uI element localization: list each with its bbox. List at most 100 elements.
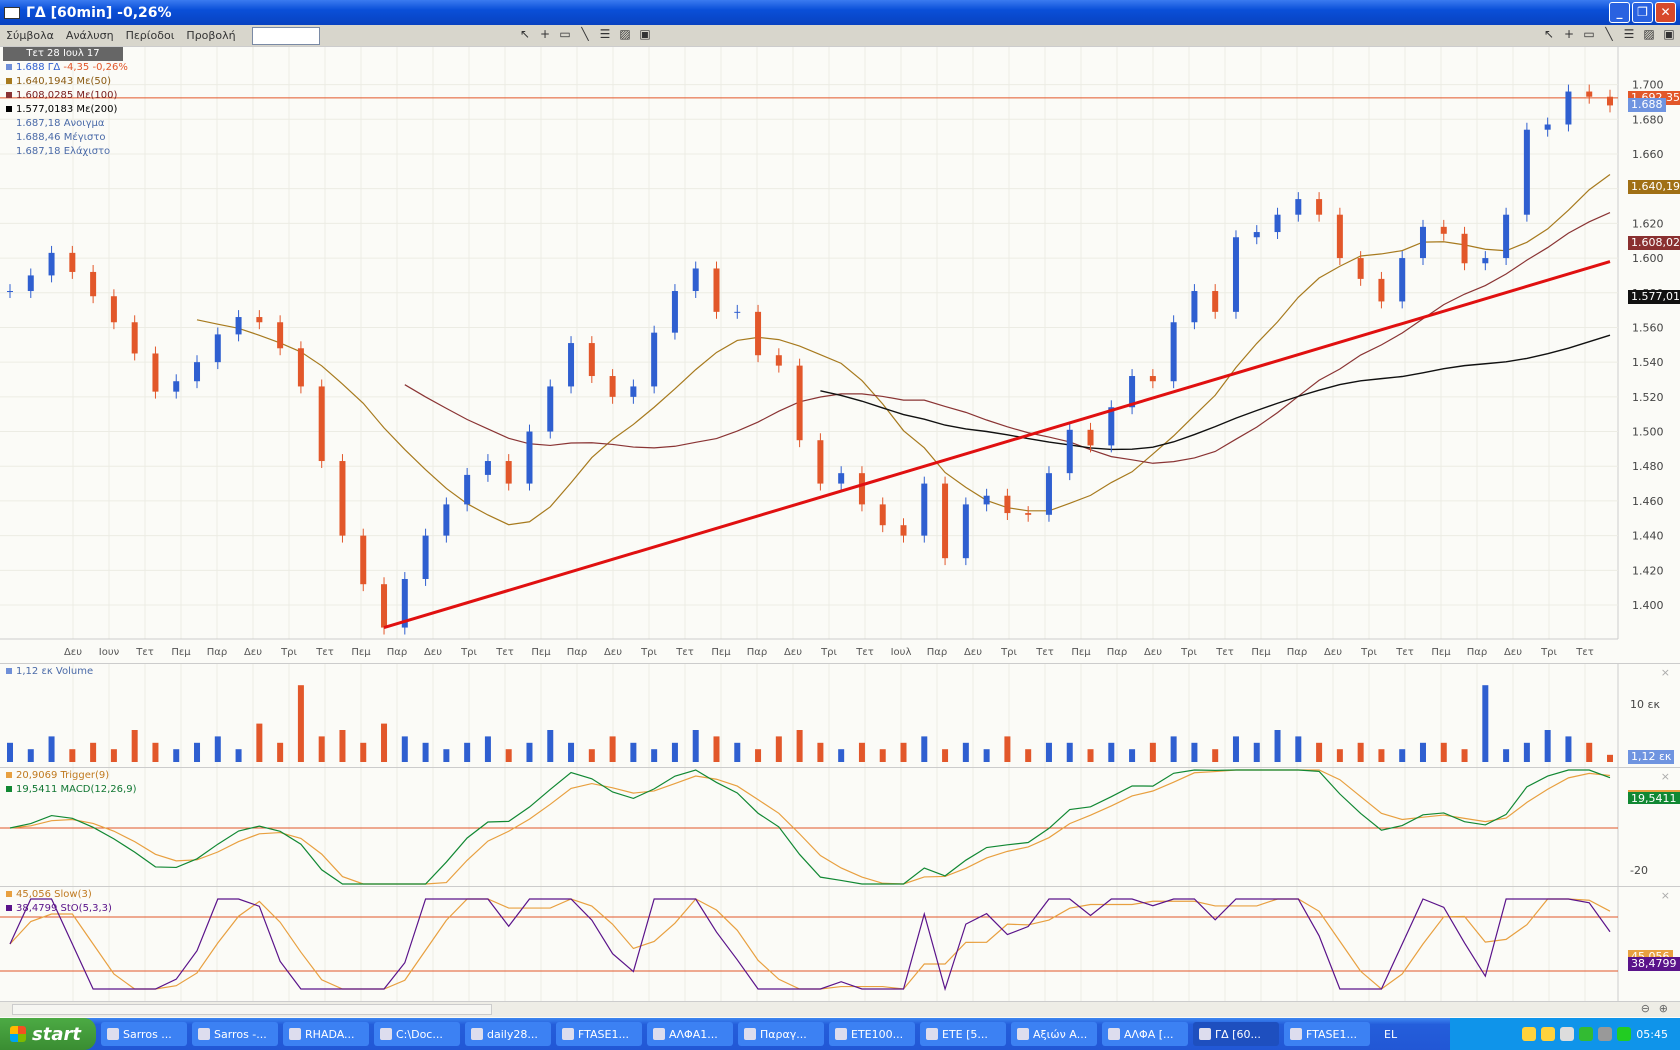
volume-bar <box>1191 742 1198 762</box>
volume-bar <box>48 736 55 762</box>
taskbar-item[interactable]: RHADA... <box>283 1022 369 1046</box>
pointer-icon[interactable]: ↖ <box>1543 27 1555 41</box>
x-tick-label: Τετ <box>495 647 514 658</box>
price-tick-label: 1.680 <box>1632 113 1664 126</box>
x-tick-label: Τρι <box>1000 647 1017 658</box>
taskbar-item[interactable]: ΑΛΦΑ1... <box>647 1022 733 1046</box>
taskbar-item[interactable]: FTASE1... <box>556 1022 642 1046</box>
save-icon[interactable]: ▣ <box>639 27 651 41</box>
taskbar-item[interactable]: ETE100... <box>829 1022 915 1046</box>
close-panel-icon[interactable]: × <box>1660 889 1670 902</box>
candle <box>1025 513 1032 515</box>
messenger-icon[interactable] <box>1560 1027 1575 1041</box>
zoom-in-icon[interactable]: ⊕ <box>1658 1002 1668 1015</box>
volume-bar <box>1129 749 1136 762</box>
menu-periods[interactable]: Περίοδοι <box>125 29 175 42</box>
line-icon[interactable]: ╲ <box>1605 27 1613 41</box>
volume-panel[interactable]: 1,12 εκ Volume 10 εκ 1,12 εκ × <box>0 663 1680 767</box>
candle <box>1440 226 1447 234</box>
macd-panel[interactable]: 20,9069 Trigger(9) 19,5411 MACD(12,26,9)… <box>0 767 1680 886</box>
volume-bar <box>131 730 138 762</box>
system-tray: 05:45 <box>1450 1018 1680 1050</box>
menu-symbols[interactable]: Σύμβολα <box>6 29 54 42</box>
tray-icon[interactable] <box>1617 1027 1632 1041</box>
taskbar-item[interactable]: Sarros -... <box>192 1022 278 1046</box>
candle <box>755 311 762 356</box>
stochastic-chart <box>0 887 1619 1001</box>
rectangle-icon[interactable]: ▭ <box>1583 27 1595 41</box>
candle <box>505 461 512 484</box>
price-panel[interactable]: 1.7001.6801.6601.6401.6201.6001.5801.560… <box>0 46 1680 662</box>
fibonacci-icon[interactable]: ☰ <box>599 27 611 41</box>
menu-view[interactable]: Προβολή <box>186 29 236 42</box>
crosshair-icon[interactable]: + <box>1563 27 1575 41</box>
x-tick-label: Δευ <box>604 647 622 658</box>
language-indicator[interactable]: EL <box>1384 1027 1398 1041</box>
x-tick-label: Παρ <box>1287 647 1307 658</box>
chart-icon[interactable]: ▨ <box>1643 27 1655 41</box>
shield-icon[interactable] <box>1541 1027 1556 1041</box>
volume-icon[interactable] <box>1598 1027 1613 1041</box>
x-tick-label: Τρι <box>820 647 837 658</box>
line-icon[interactable]: ╲ <box>581 27 589 41</box>
volume-bar <box>297 685 304 762</box>
taskbar-item[interactable]: Παραγ... <box>738 1022 824 1046</box>
x-tick-label: Τετ <box>135 647 154 658</box>
tray-icon[interactable] <box>1522 1027 1537 1041</box>
volume-bar <box>235 749 242 762</box>
volume-bar <box>796 730 803 762</box>
network-icon[interactable] <box>1579 1027 1594 1041</box>
volume-bar <box>671 742 678 762</box>
menu-analysis[interactable]: Ανάλυση <box>65 29 114 42</box>
x-tick-label: Πεμ <box>1431 647 1451 658</box>
volume-chart <box>7 664 1619 767</box>
x-tick-label: Παρ <box>747 647 767 658</box>
candle <box>1503 214 1510 259</box>
taskbar-item-label: Αξιών Α... <box>1033 1027 1088 1041</box>
taskbar-item[interactable]: Sarros ... <box>101 1022 187 1046</box>
volume-bar <box>464 742 471 762</box>
volume-bar <box>1336 749 1343 762</box>
volume-bar <box>1316 742 1323 762</box>
restore-button[interactable]: ❐ <box>1632 2 1653 23</box>
taskbar-item[interactable]: ΑΛΦΑ [... <box>1102 1022 1188 1046</box>
taskbar-item[interactable]: C:\Doc... <box>374 1022 460 1046</box>
taskbar-item[interactable]: Αξιών Α... <box>1011 1022 1097 1046</box>
save-icon[interactable]: ▣ <box>1663 27 1675 41</box>
app-icon <box>1108 1028 1120 1040</box>
volume-bar <box>651 749 658 762</box>
price-tick-label: 1.420 <box>1632 564 1664 577</box>
close-button[interactable]: ✕ <box>1655 2 1676 23</box>
candle <box>381 584 388 628</box>
x-tick-label: Δευ <box>964 647 982 658</box>
start-button[interactable]: start <box>0 1018 96 1050</box>
candle <box>1170 322 1177 382</box>
symbol-input[interactable] <box>251 26 320 45</box>
minimize-button[interactable]: _ <box>1609 2 1630 23</box>
taskbar-item[interactable]: FTASE1... <box>1284 1022 1370 1046</box>
volume-bar <box>1274 730 1281 762</box>
app-icon <box>1290 1028 1302 1040</box>
scrollbar-thumb[interactable] <box>12 1004 492 1015</box>
taskbar-item[interactable]: daily28... <box>465 1022 551 1046</box>
pointer-icon[interactable]: ↖ <box>519 27 531 41</box>
candle <box>879 504 886 526</box>
rectangle-icon[interactable]: ▭ <box>559 27 571 41</box>
stochastic-panel[interactable]: 45,056 Slow(3) 38,4799 StO(5,3,3) 45,056… <box>0 886 1680 1001</box>
volume-bar <box>277 742 284 762</box>
close-panel-icon[interactable]: × <box>1660 770 1670 783</box>
horizontal-scrollbar[interactable]: ⊖ ⊕ <box>0 1001 1680 1017</box>
fibonacci-icon[interactable]: ☰ <box>1623 27 1635 41</box>
taskbar-item[interactable]: ETE [5... <box>920 1022 1006 1046</box>
taskbar-item[interactable]: ΓΔ [60... <box>1193 1022 1279 1046</box>
zoom-out-icon[interactable]: ⊖ <box>1640 1002 1650 1015</box>
crosshair-icon[interactable]: + <box>539 27 551 41</box>
x-tick-label: Δευ <box>1504 647 1522 658</box>
x-tick-label: Παρ <box>387 647 407 658</box>
macd-legend: 19,5411 MACD(12,26,9) <box>16 784 137 795</box>
volume-bar <box>1523 742 1530 762</box>
chart-icon[interactable]: ▨ <box>619 27 631 41</box>
price-chart[interactable]: 1.7001.6801.6601.6401.6201.6001.5801.560… <box>0 47 1680 663</box>
candle <box>734 311 741 313</box>
close-panel-icon[interactable]: × <box>1660 666 1670 679</box>
